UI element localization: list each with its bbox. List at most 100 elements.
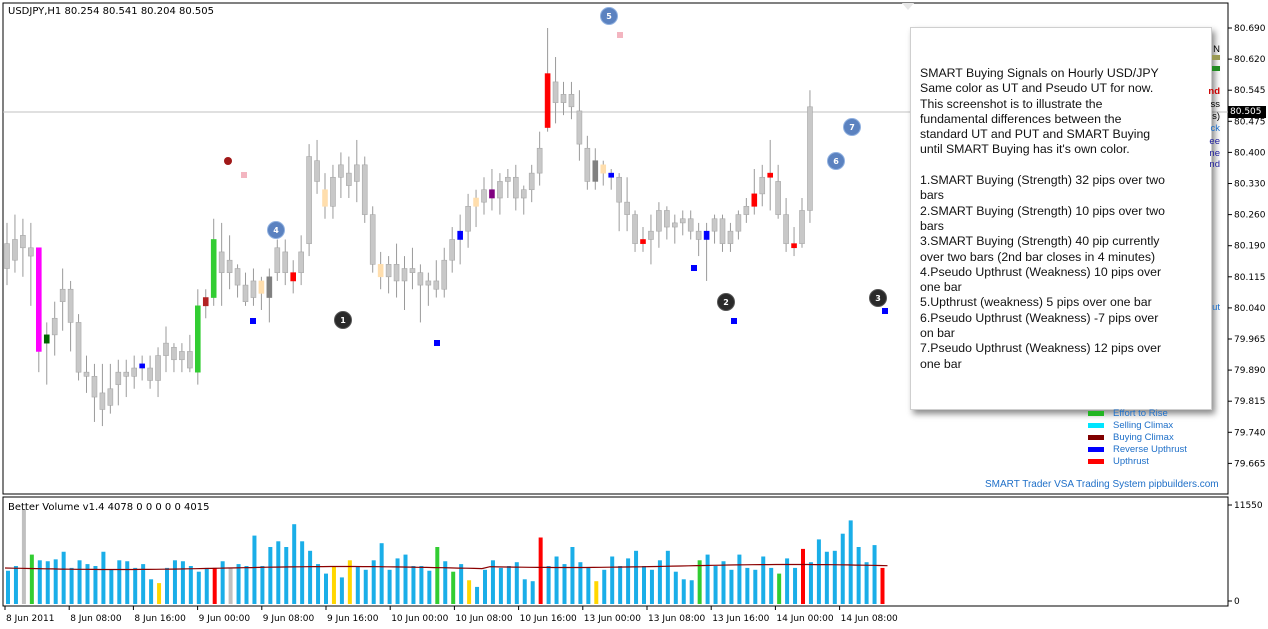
time-axis-label: 13 Jun 00:00 bbox=[584, 614, 641, 624]
marker-badge bbox=[827, 152, 845, 170]
candle bbox=[266, 276, 273, 298]
obscured-panel-label: ss bbox=[1210, 99, 1221, 110]
marker-number: 7 bbox=[849, 123, 855, 132]
signal-marker[interactable]: 7 bbox=[843, 118, 861, 136]
volume-bar bbox=[681, 579, 686, 604]
volume-bar bbox=[816, 539, 821, 604]
candles-layer bbox=[4, 28, 813, 427]
volume-bar bbox=[141, 564, 146, 604]
current-price-tag: 80.505 bbox=[1228, 106, 1266, 118]
candle bbox=[330, 176, 336, 207]
volume-bar bbox=[29, 554, 34, 604]
time-axis-label: 14 Jun 00:00 bbox=[776, 614, 833, 624]
candle bbox=[51, 317, 58, 336]
signal-marker[interactable]: 3 bbox=[869, 289, 887, 307]
signal-square bbox=[691, 265, 697, 271]
volume-bar bbox=[443, 561, 448, 604]
signal-square bbox=[731, 318, 737, 324]
volume-bar bbox=[785, 558, 790, 604]
signal-square bbox=[617, 32, 623, 38]
volume-bar bbox=[451, 571, 456, 604]
signal-marker[interactable]: 4 bbox=[267, 221, 285, 239]
price-axis-label: 80.620 bbox=[1234, 55, 1266, 65]
volume-bars-layer bbox=[4, 509, 888, 604]
volume-bar bbox=[21, 509, 26, 604]
candle bbox=[791, 243, 797, 249]
signal-marker[interactable]: 6 bbox=[827, 152, 845, 170]
candle bbox=[433, 280, 440, 290]
price-axis-label: 79.815 bbox=[1234, 397, 1266, 407]
obscured-panel-label: ck bbox=[1210, 123, 1221, 134]
price-axis-label: 80.545 bbox=[1234, 86, 1266, 96]
volume-bar bbox=[475, 586, 480, 604]
obscured-panel-swatch bbox=[1212, 55, 1220, 60]
volume-bar bbox=[562, 564, 567, 604]
legend-label: Buying Climax bbox=[1113, 432, 1174, 443]
volume-average-line bbox=[4, 563, 888, 571]
time-axis-label: 8 Jun 16:00 bbox=[134, 614, 186, 624]
obscured-panel-label: ee bbox=[1209, 136, 1220, 147]
candle bbox=[12, 239, 18, 261]
volume-bar bbox=[331, 566, 336, 604]
volume-bar bbox=[840, 533, 845, 604]
volume-bar bbox=[196, 571, 201, 604]
callout-line: bars bbox=[920, 218, 944, 233]
callout-line: Same color as UT and Pseudo UT for now. bbox=[920, 81, 1154, 96]
volume-bar bbox=[808, 562, 813, 604]
marker-number: 6 bbox=[833, 157, 839, 166]
volume-bar bbox=[832, 550, 837, 604]
candle bbox=[512, 176, 519, 199]
volume-bar bbox=[427, 570, 432, 604]
candle bbox=[751, 193, 758, 207]
shift-marker-icon[interactable] bbox=[902, 3, 914, 10]
obscured-panel-swatch bbox=[1212, 66, 1220, 71]
volume-bar bbox=[435, 547, 440, 604]
volume-bar bbox=[339, 577, 344, 604]
volume-bar bbox=[578, 562, 583, 604]
time-axis-label: 9 Jun 08:00 bbox=[263, 614, 315, 624]
chart-symbol-title: USDJPY,H1 80.254 80.541 80.204 80.505 bbox=[8, 6, 214, 17]
candle bbox=[155, 355, 161, 381]
candle bbox=[59, 288, 66, 302]
obscured-panel-label: N bbox=[1213, 44, 1220, 55]
candle bbox=[465, 206, 471, 232]
marker-badge bbox=[869, 289, 887, 307]
candle bbox=[528, 172, 535, 191]
signal-marker[interactable]: 5 bbox=[600, 7, 618, 25]
signal-marker[interactable]: 2 bbox=[717, 293, 735, 311]
time-axis-label: 9 Jun 16:00 bbox=[327, 614, 379, 624]
volume-bar bbox=[721, 561, 726, 604]
candle bbox=[147, 367, 153, 381]
marker-badge bbox=[717, 293, 735, 311]
legend-swatch bbox=[1088, 447, 1104, 452]
volume-bar bbox=[872, 545, 877, 604]
volume-pane[interactable] bbox=[2, 496, 1229, 607]
legend-label: Reverse Upthrust bbox=[1113, 444, 1187, 455]
candle bbox=[608, 172, 615, 178]
volume-bar bbox=[101, 551, 106, 604]
candle bbox=[83, 371, 90, 377]
candle bbox=[584, 147, 591, 182]
time-axis-label: 8 Jun 08:00 bbox=[70, 614, 122, 624]
volume-bar bbox=[204, 567, 209, 604]
volume-bar bbox=[324, 573, 328, 604]
price-axis-label: 80.260 bbox=[1234, 211, 1266, 221]
time-axis-label: 13 Jun 16:00 bbox=[712, 614, 769, 624]
candle bbox=[210, 239, 217, 298]
candle bbox=[719, 218, 726, 244]
candle bbox=[544, 73, 551, 128]
candle bbox=[664, 210, 670, 228]
volume-bar bbox=[228, 567, 233, 604]
volume-bar bbox=[753, 569, 758, 604]
callout-line bbox=[920, 158, 1205, 173]
candle bbox=[361, 164, 368, 215]
footer-brand[interactable]: SMART Trader VSA Trading System pipbuild… bbox=[985, 479, 1219, 490]
volume-bar bbox=[801, 548, 805, 604]
signal-marker[interactable]: 1 bbox=[334, 311, 352, 329]
volume-bar bbox=[387, 569, 392, 604]
candle bbox=[91, 376, 98, 398]
volume-bar bbox=[45, 561, 50, 604]
price-axis-label: 80.115 bbox=[1234, 273, 1266, 283]
price-axis-label: 79.740 bbox=[1234, 428, 1266, 438]
candle bbox=[28, 247, 34, 257]
